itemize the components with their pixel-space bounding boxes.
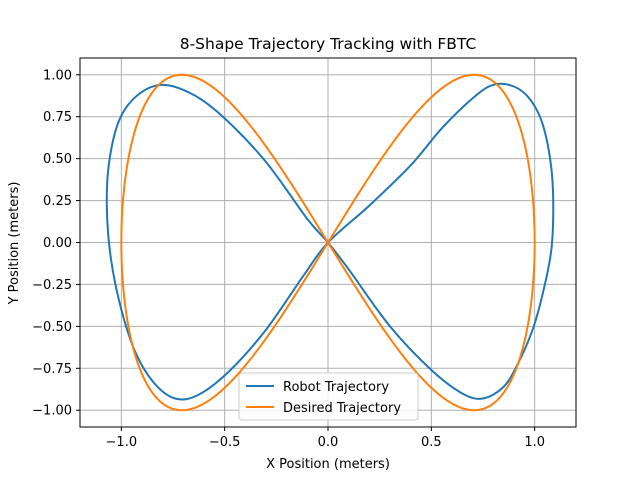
legend-label-robot-trajectory: Robot Trajectory xyxy=(283,380,389,395)
series-desired-trajectory xyxy=(120,73,536,412)
legend-label-desired-trajectory: Desired Trajectory xyxy=(283,401,401,416)
x-tick-label: 0.0 xyxy=(318,435,339,450)
y-axis-label: Y Position (meters) xyxy=(7,182,22,306)
legend-box xyxy=(238,372,419,421)
x-tick-label: 0.5 xyxy=(421,435,442,450)
y-tick-label: 0.25 xyxy=(43,194,72,209)
y-tick-label: 1.00 xyxy=(43,68,72,83)
y-tick-label: −0.75 xyxy=(32,362,72,377)
x-axis-ticks: −1.0 −0.5 0.0 0.5 1.0 xyxy=(106,427,545,450)
y-tick-label: −1.00 xyxy=(32,404,72,419)
x-axis-label: X Position (meters) xyxy=(266,457,390,472)
y-tick-label: 0.75 xyxy=(43,110,72,125)
chart-title: 8-Shape Trajectory Tracking with FBTC xyxy=(180,35,477,53)
x-tick-label: −1.0 xyxy=(106,435,138,450)
y-tick-label: 0.50 xyxy=(43,152,72,167)
y-tick-label: −0.25 xyxy=(32,278,72,293)
x-tick-label: 1.0 xyxy=(524,435,545,450)
legend: Robot Trajectory Desired Trajectory xyxy=(238,372,419,421)
plot-lines xyxy=(105,73,555,412)
series-robot-trajectory xyxy=(105,82,555,401)
y-tick-label: −0.50 xyxy=(32,320,72,335)
y-tick-label: 0.00 xyxy=(43,236,72,251)
x-tick-label: −0.5 xyxy=(209,435,241,450)
y-axis-ticks: 1.00 0.75 0.50 0.25 0.00 −0.25 −0.50 −0.75 −1.00 xyxy=(32,68,80,419)
